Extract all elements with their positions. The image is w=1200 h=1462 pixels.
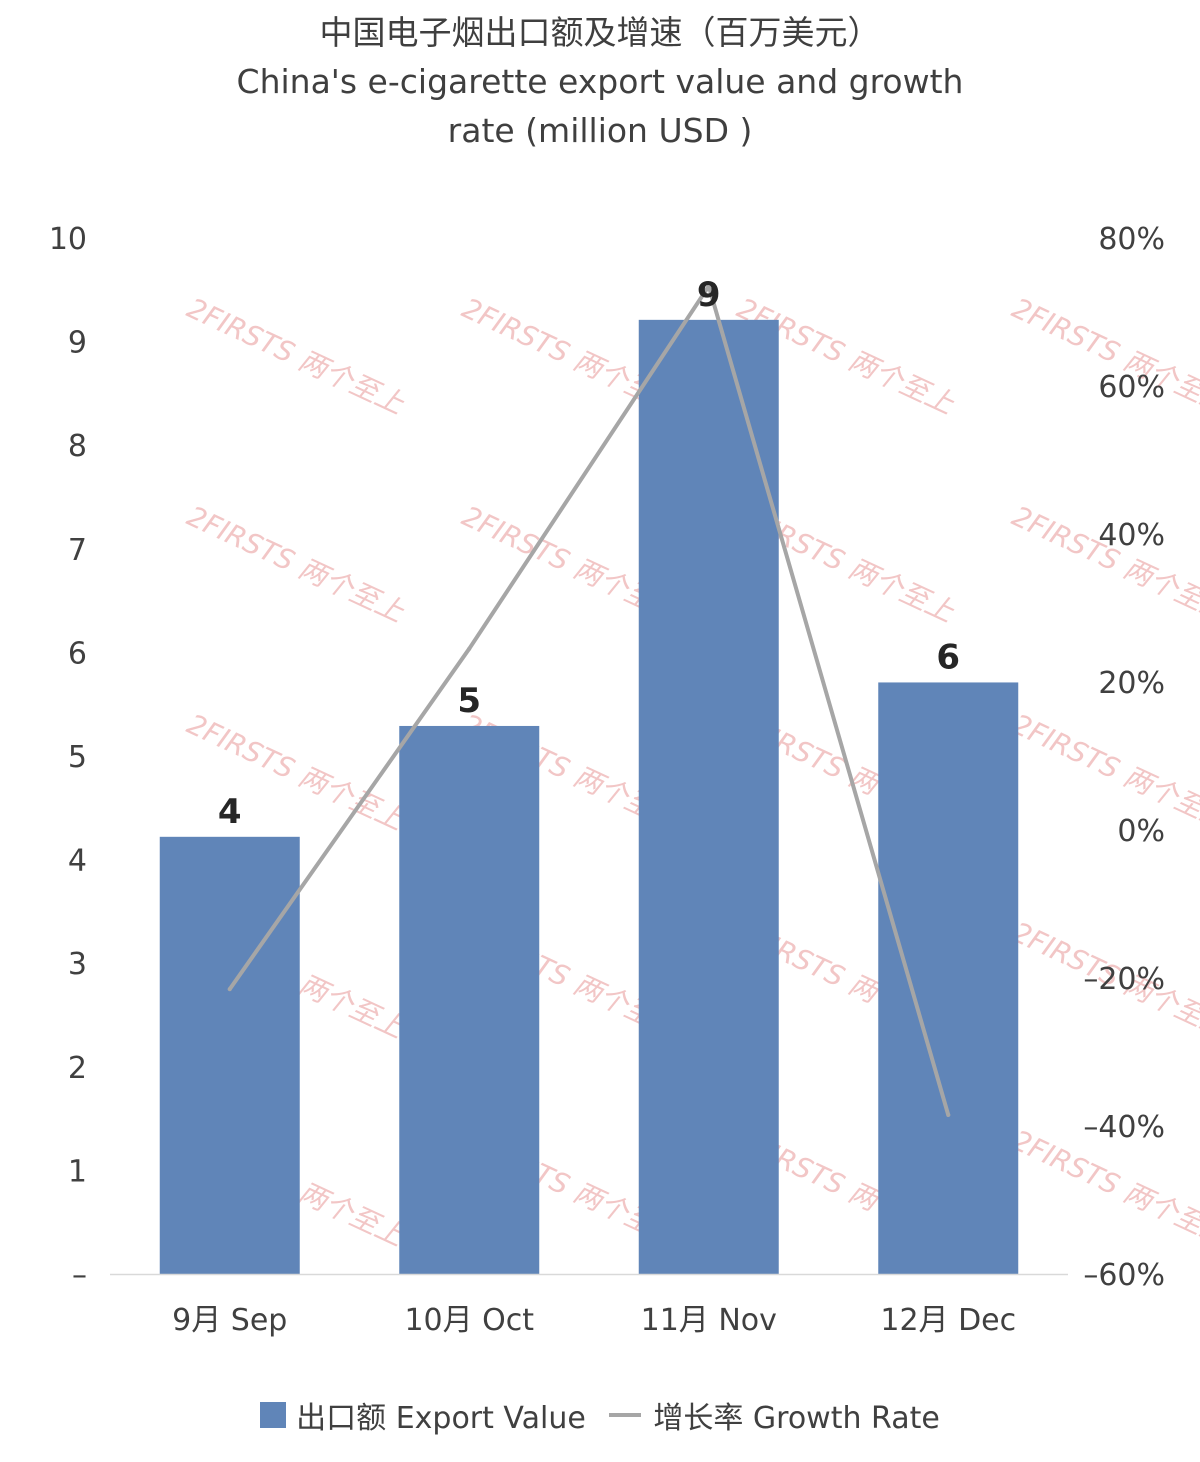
- legend-item-export-value: 出口额 Export Value: [260, 1393, 586, 1437]
- legend-label-growth-rate: 增长率 Growth Rate: [653, 1401, 940, 1436]
- left-tick-label: 9: [68, 326, 87, 361]
- growth-rate-line: [227, 284, 951, 1117]
- chart-title: 中国电子烟出口额及增速（百万美元）: [319, 13, 881, 52]
- chart-subtitle-line-1: China's e-cigarette export value and gro…: [236, 62, 964, 101]
- category-label: 11月 Nov: [641, 1303, 777, 1338]
- category-label: 9月 Sep: [172, 1303, 287, 1338]
- data-label-layer: 4 5 9 6: [218, 275, 960, 832]
- right-tick-label: 40%: [1098, 518, 1165, 553]
- bar: [159, 836, 300, 1274]
- bar-data-label: 4: [218, 792, 242, 832]
- bar-series: [159, 319, 1019, 1274]
- bar-data-label: 5: [457, 681, 481, 721]
- right-axis: –60% –40% –20% 0% 20% 40% 60% 80%: [1083, 222, 1165, 1293]
- chart-subtitle-line-2: rate (million USD ): [447, 111, 753, 150]
- left-tick-label: 1: [68, 1154, 87, 1189]
- right-tick-label: 20%: [1098, 666, 1165, 701]
- bar-data-label: 6: [936, 637, 960, 677]
- left-tick-label: 3: [68, 947, 87, 982]
- legend: 出口额 Export Value 增长率 Growth Rate: [0, 1393, 1200, 1437]
- line-point: [467, 646, 472, 651]
- watermark-text: 2FIRSTS 两个至上: [182, 499, 410, 629]
- line-series: [227, 284, 951, 1117]
- left-tick-label: 10: [49, 222, 87, 257]
- left-tick-label: 7: [68, 533, 87, 568]
- watermark-text: 2FIRSTS 两个至上: [182, 707, 410, 837]
- right-tick-label: –40%: [1083, 1110, 1165, 1145]
- right-tick-label: –60%: [1083, 1258, 1165, 1293]
- right-tick-label: –20%: [1083, 962, 1165, 997]
- left-tick-label: 8: [68, 429, 87, 464]
- legend-bar-swatch: [260, 1402, 287, 1428]
- category-label: 12月 Dec: [880, 1303, 1016, 1338]
- bar: [399, 725, 540, 1274]
- left-tick-label: 2: [68, 1051, 87, 1086]
- line-point: [706, 284, 711, 289]
- legend-label-export-value: 出口额 Export Value: [296, 1401, 586, 1436]
- x-axis: 9月 Sep 10月 Oct 11月 Nov 12月 Dec: [172, 1303, 1016, 1338]
- left-axis: – 1 2 3 4 5 6 7 8 9 10: [49, 222, 87, 1293]
- chart-title-block: 中国电子烟出口额及增速（百万美元） China's e-cigarette ex…: [0, 8, 1200, 155]
- left-tick-label: 5: [68, 740, 87, 775]
- legend-line-swatch: [609, 1413, 642, 1417]
- left-tick-label: 6: [68, 636, 87, 671]
- category-label: 10月 Oct: [404, 1303, 534, 1338]
- right-tick-label: 0%: [1117, 814, 1165, 849]
- line-point: [227, 987, 232, 992]
- legend-item-growth-rate: 增长率 Growth Rate: [595, 1393, 940, 1437]
- bar: [638, 319, 779, 1274]
- watermark-text: 2FIRSTS 两个至上: [1007, 707, 1200, 837]
- bar: [878, 682, 1019, 1274]
- watermark-text: 2FIRSTS 两个至上: [182, 291, 410, 421]
- left-tick-label: –: [72, 1258, 87, 1293]
- line-point: [946, 1112, 951, 1117]
- bar-data-label: 9: [697, 275, 721, 315]
- left-tick-label: 4: [68, 844, 87, 879]
- right-tick-label: 80%: [1098, 222, 1165, 257]
- right-tick-label: 60%: [1098, 370, 1165, 405]
